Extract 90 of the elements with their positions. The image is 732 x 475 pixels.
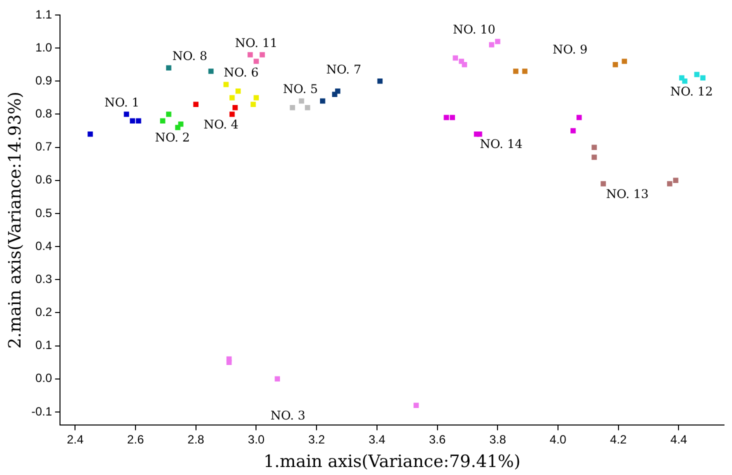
point (600, 181, 606, 186)
point (124, 112, 130, 117)
point (667, 181, 672, 186)
point (682, 78, 688, 84)
y-tick-label: 0.7 (35, 140, 52, 154)
point (226, 356, 232, 362)
point (232, 105, 238, 110)
series-label: NO. 2 (155, 130, 190, 145)
series-label: NO. 10 (452, 22, 496, 37)
x-axis-title: 1.main axis(Variance:79.41%) (264, 452, 521, 472)
point (335, 88, 340, 94)
point (229, 112, 235, 117)
x-tick-label: 3.4 (368, 432, 386, 447)
point (298, 98, 304, 104)
point (320, 98, 326, 104)
y-tick-label: 1.0 (35, 40, 52, 54)
point (236, 88, 241, 94)
point (476, 131, 482, 137)
x-tick-label: 3.0 (248, 432, 265, 447)
y-axis-title: 2.main axis(Variance:14.93%) (6, 92, 26, 349)
point (254, 95, 259, 100)
y-tick-label: 0.4 (35, 238, 52, 253)
y-tick-label: 0.3 (35, 272, 52, 286)
series-label: NO. 11 (234, 36, 278, 50)
y-tick-label: 1.1 (35, 7, 52, 22)
point (229, 95, 235, 100)
y-tick-label: 0.8 (35, 106, 52, 121)
y-tick-label: 0.2 (35, 305, 52, 320)
point (193, 102, 198, 107)
x-tick-label: 4.4 (670, 432, 688, 447)
series-label: NO. 12 (670, 84, 713, 98)
point (576, 114, 582, 120)
series-label: NO. 14 (480, 137, 523, 152)
point (592, 154, 597, 160)
point (130, 118, 136, 124)
y-tick-label: 0.6 (35, 172, 52, 187)
point (178, 122, 184, 127)
series-label: NO. 1 (104, 95, 140, 110)
point (254, 58, 259, 64)
point (166, 65, 172, 71)
point (694, 72, 700, 78)
point (136, 118, 142, 124)
series-label: NO. 7 (326, 62, 362, 76)
point (612, 62, 618, 68)
x-tick-label: 2.8 (188, 432, 205, 447)
point (444, 114, 449, 120)
point (622, 58, 628, 64)
point (414, 402, 419, 408)
point (450, 114, 456, 120)
y-tick-label: 0.9 (35, 73, 52, 88)
text: NO. 3 (270, 408, 306, 422)
point (570, 128, 576, 134)
series-label: NO. 5 (283, 82, 318, 96)
y-tick-label: 0.5 (35, 206, 52, 220)
point (260, 52, 265, 58)
point (522, 68, 528, 74)
y-tick-label: -0.1 (31, 404, 52, 418)
point (248, 52, 253, 58)
point (592, 144, 597, 150)
x-tick-label: 3.2 (308, 432, 326, 447)
point (290, 105, 296, 110)
point (700, 75, 706, 80)
point (513, 68, 518, 74)
point (166, 112, 172, 117)
y-tick-label: 0.1 (35, 338, 52, 352)
x-tick-label: 3.6 (428, 432, 446, 447)
point (452, 55, 458, 61)
point (88, 131, 93, 137)
point (495, 38, 500, 44)
x-tick-label: 2.6 (127, 432, 144, 447)
point (673, 178, 678, 184)
point (489, 42, 494, 48)
y-tick-label: 0.0 (35, 371, 52, 386)
point (304, 105, 310, 110)
x-tick-label: 2.4 (66, 432, 84, 447)
point (274, 376, 280, 382)
series-label: NO. 8 (172, 49, 208, 64)
point (160, 118, 166, 124)
point (250, 102, 256, 107)
point (462, 62, 468, 68)
series-label: NO. 6 (224, 66, 259, 80)
series-label: NO. 4 (204, 117, 239, 132)
point (377, 78, 383, 84)
x-tick-label: 4.0 (550, 432, 567, 447)
point (208, 68, 214, 74)
x-tick-label: 3.8 (489, 432, 506, 447)
text: NO. 9 (552, 42, 588, 56)
x-tick-label: 4.2 (610, 432, 628, 447)
point (223, 82, 229, 88)
series-label: NO. 13 (606, 186, 649, 201)
